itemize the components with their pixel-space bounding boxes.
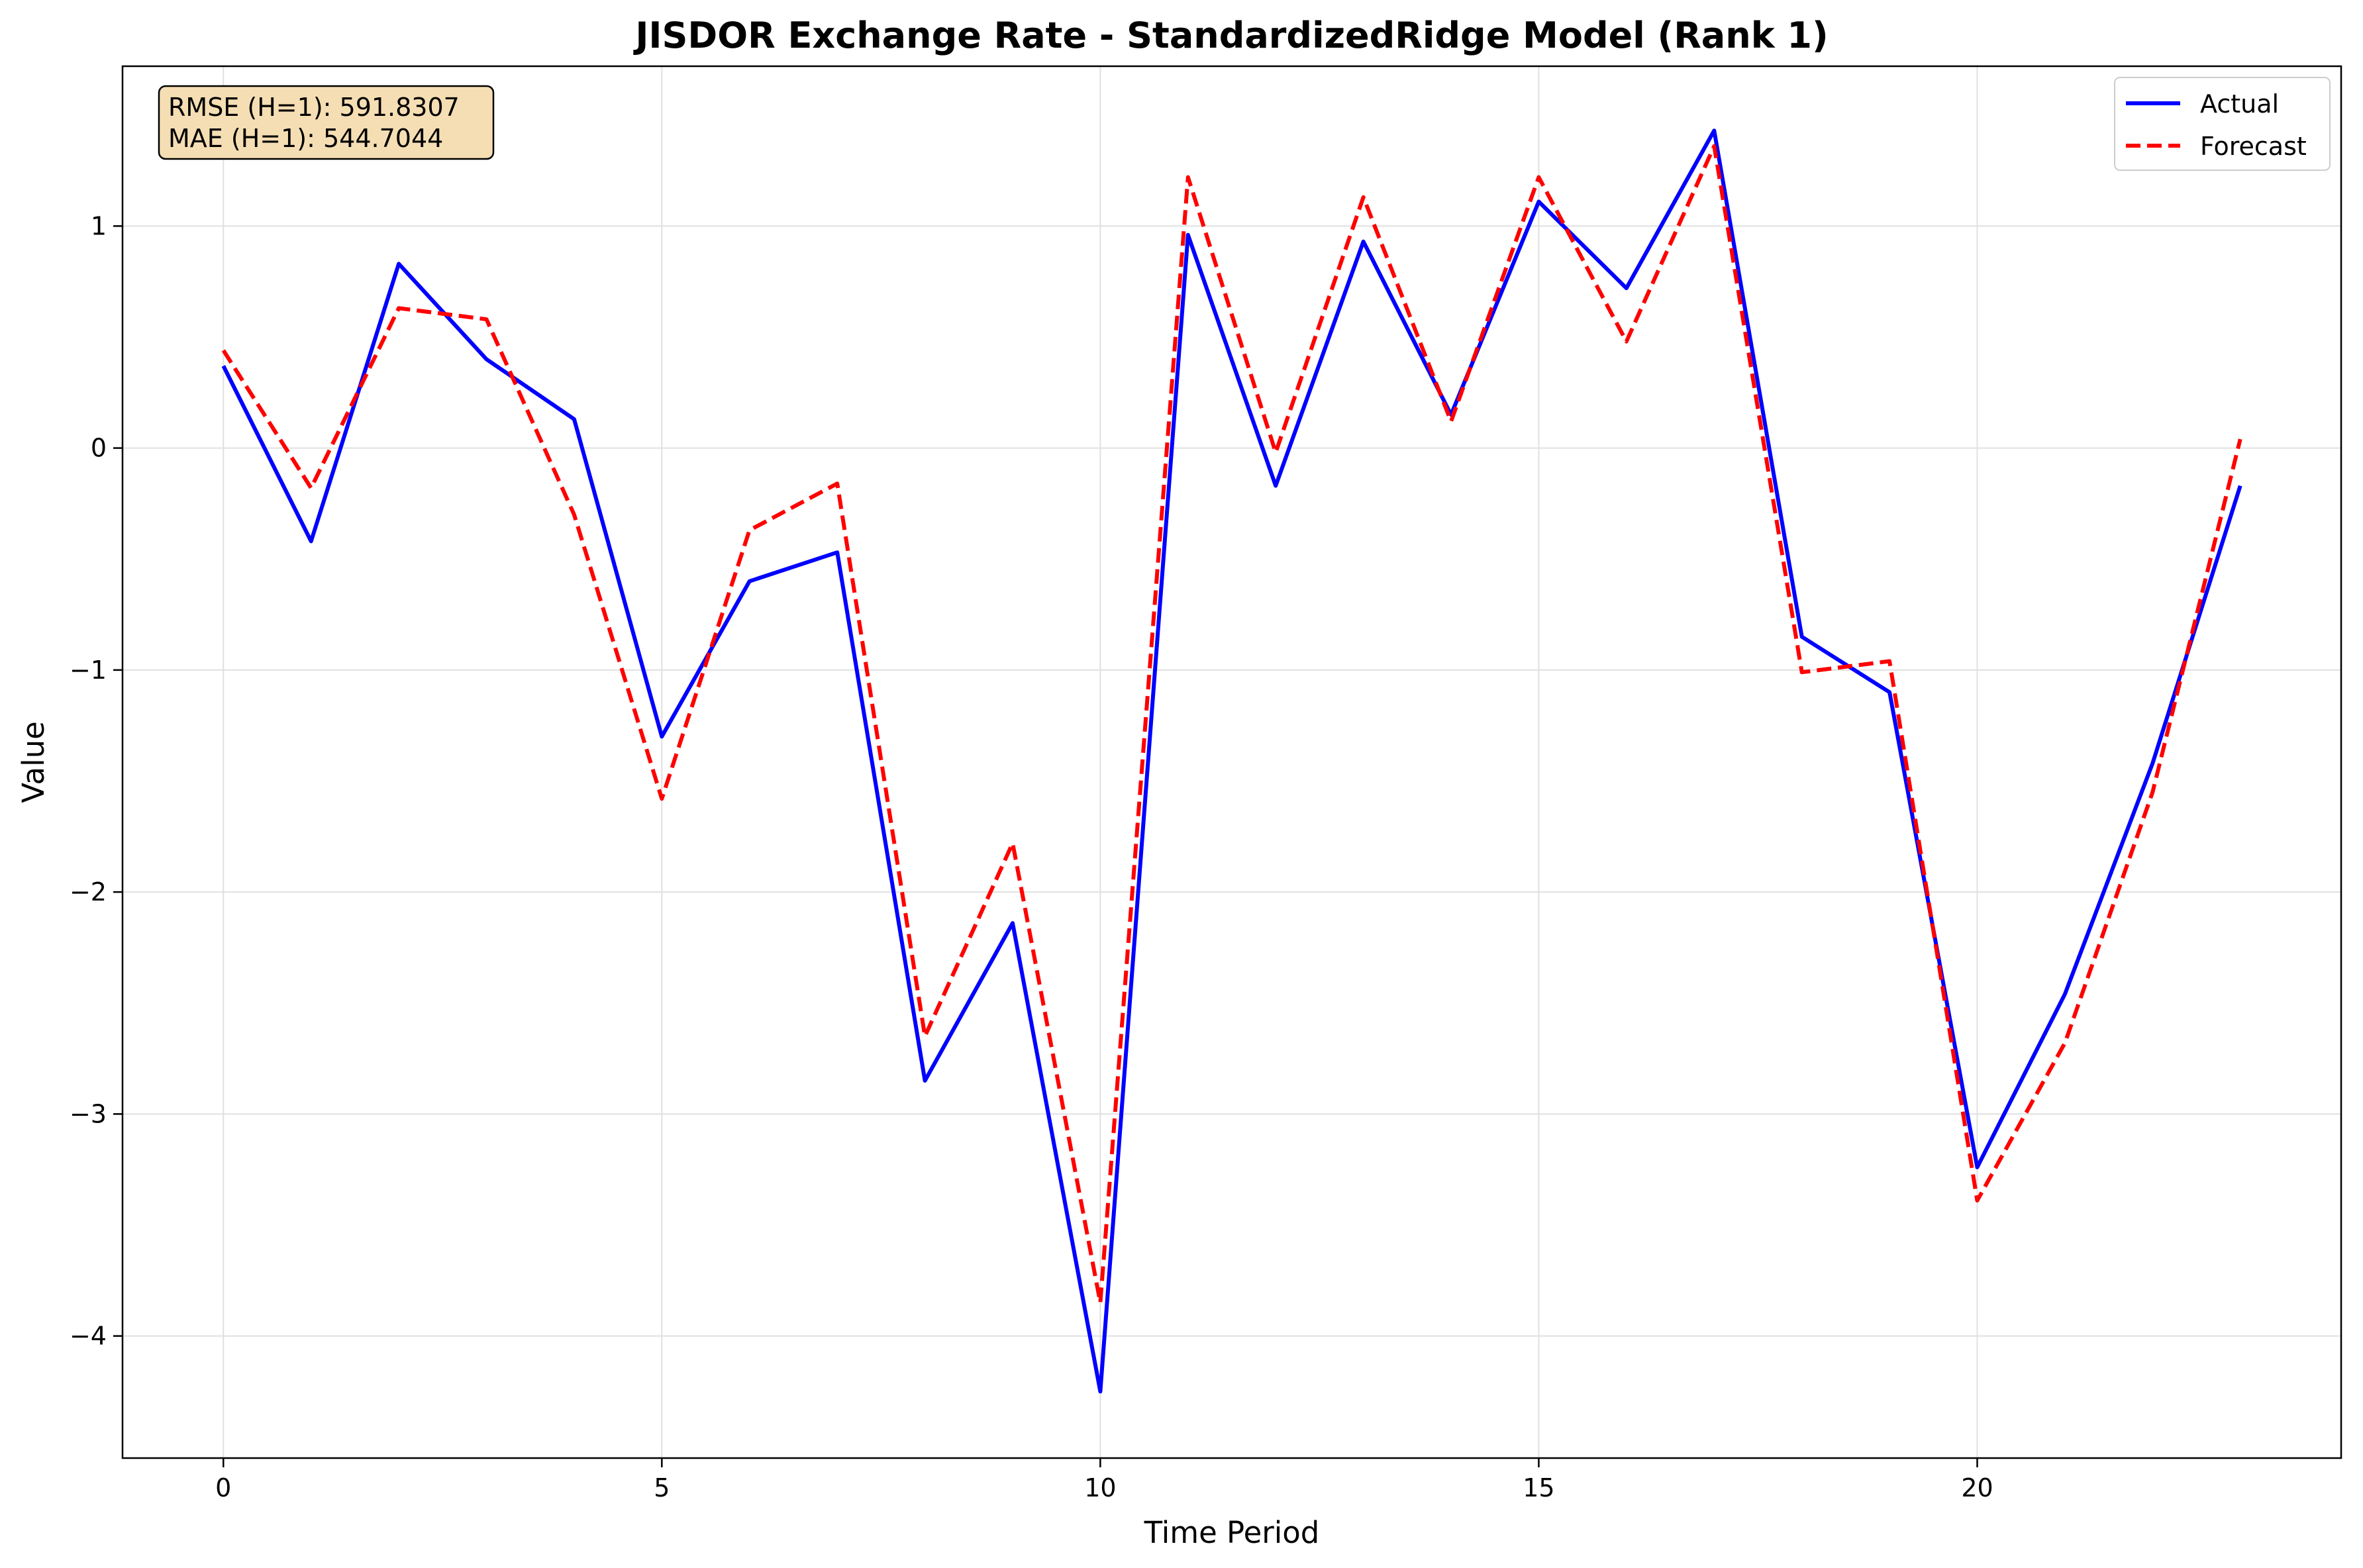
y-axis-label: Value — [16, 721, 51, 803]
x-tick-label: 15 — [1523, 1473, 1554, 1502]
rmse-text: RMSE (H=1): 591.8307 — [168, 93, 460, 122]
x-tick-label: 5 — [654, 1473, 670, 1502]
y-tick-label: −3 — [70, 1099, 107, 1128]
series-lines — [221, 128, 2242, 1394]
y-tick-label: −4 — [70, 1322, 107, 1351]
x-tick-label: 10 — [1084, 1473, 1116, 1502]
legend-label-forecast: Forecast — [2200, 132, 2307, 161]
chart-title: JISDOR Exchange Rate - StandardizedRidge… — [632, 15, 1828, 56]
axis-ticks: 0 5 10 15 20 −4 −3 −2 −1 0 1 — [70, 211, 1993, 1502]
y-tick-label: −1 — [70, 656, 107, 685]
legend-label-actual: Actual — [2200, 89, 2279, 119]
mae-text: MAE (H=1): 544.7044 — [168, 124, 443, 153]
y-tick-label: 0 — [91, 434, 107, 463]
x-tick-label: 0 — [215, 1473, 231, 1502]
x-axis-label: Time Period — [1144, 1515, 1320, 1550]
x-tick-label: 20 — [1961, 1473, 1993, 1502]
series-line-forecast — [221, 144, 2242, 1305]
grid-lines — [123, 66, 2341, 1458]
y-tick-label: −2 — [70, 877, 107, 906]
legend: Actual Forecast — [2114, 77, 2331, 171]
metrics-box-background — [158, 85, 495, 160]
plot-area-frame — [121, 65, 2342, 1459]
y-tick-label: 1 — [91, 211, 107, 240]
metrics-box: RMSE (H=1): 591.8307 MAE (H=1): 544.7044 — [158, 85, 495, 160]
series-line-actual — [221, 128, 2242, 1394]
